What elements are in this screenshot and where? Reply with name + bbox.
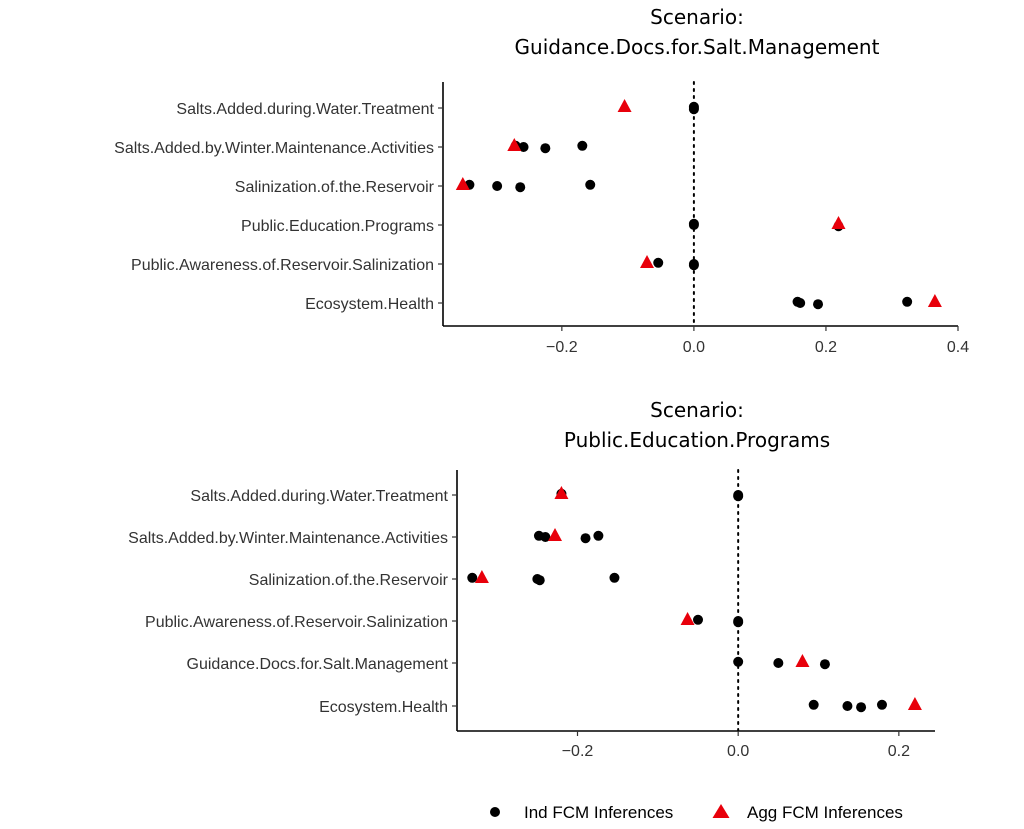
legend-agg-marker [712, 804, 730, 818]
agg-fcm-point [474, 570, 489, 583]
ind-fcm-point [876, 699, 887, 710]
panel-public-education: Scenario: Public.Education.Programs Salts.… [128, 398, 935, 760]
ind-fcm-point [733, 617, 744, 628]
y-tick-label: Public.Awareness.of.Reservoir.Salinizati… [145, 614, 448, 631]
agg-fcm-point [548, 528, 563, 541]
legend-ind-marker [490, 807, 500, 817]
agg-fcm-point [455, 177, 470, 190]
legend-ind-label: Ind FCM Inferences [524, 803, 673, 822]
agg-fcm-point [617, 99, 632, 112]
agg-fcm-point [927, 294, 942, 307]
ind-fcm-point [467, 572, 478, 583]
y-tick-label: Salts.Added.by.Winter.Maintenance.Activi… [128, 530, 448, 547]
x-tick-label: 0.4 [947, 339, 969, 356]
ind-fcm-point [733, 656, 744, 667]
ind-fcm-point [688, 260, 699, 271]
ind-fcm-point [693, 614, 704, 625]
agg-fcm-point [640, 255, 655, 268]
chart-title-line1: Scenario: [650, 5, 744, 29]
x-tick-label: 0.0 [727, 743, 749, 760]
x-tick-label: 0.2 [815, 339, 837, 356]
legend: Ind FCM Inferences Agg FCM Inferences [490, 803, 903, 822]
legend-agg-label: Agg FCM Inferences [747, 803, 903, 822]
ind-fcm-point [580, 533, 591, 544]
chart-title-line2: Guidance.Docs.for.Salt.Management [515, 35, 880, 59]
x-tick-label: −0.2 [546, 339, 578, 356]
ind-fcm-point [856, 702, 867, 713]
agg-fcm-point [795, 654, 810, 667]
ind-fcm-point [653, 257, 664, 268]
agg-fcm-point [507, 138, 522, 151]
ind-fcm-point [813, 299, 824, 310]
y-tick-label: Ecosystem.Health [305, 296, 434, 313]
y-tick-label: Salts.Added.during.Water.Treatment [190, 488, 448, 505]
y-tick-label: Public.Awareness.of.Reservoir.Salinizati… [131, 257, 434, 274]
y-tick-label: Public.Education.Programs [241, 218, 434, 235]
ind-fcm-point [819, 659, 830, 670]
ind-fcm-point [515, 182, 526, 193]
agg-fcm-point [554, 486, 569, 499]
ind-fcm-point [902, 296, 913, 307]
ind-fcm-point [795, 298, 806, 308]
y-tick-label: Guidance.Docs.for.Salt.Management [187, 656, 449, 673]
ind-fcm-point [733, 491, 744, 502]
x-tick-label: 0.0 [683, 339, 705, 356]
ind-fcm-point [534, 575, 545, 586]
ind-fcm-point [593, 530, 604, 541]
ind-fcm-point [688, 104, 699, 115]
ind-fcm-point [688, 220, 699, 230]
ind-fcm-point [585, 179, 596, 190]
ind-fcm-point [773, 658, 784, 668]
agg-fcm-point [907, 697, 922, 710]
agg-fcm-point [831, 216, 846, 229]
ind-fcm-point [540, 532, 551, 542]
ind-fcm-point [842, 701, 853, 711]
y-tick-label: Salinization.of.the.Reservoir [235, 179, 435, 196]
x-tick-label: −0.2 [562, 743, 594, 760]
y-tick-label: Salinization.of.the.Reservoir [249, 572, 449, 589]
chart-title-line1: Scenario: [650, 398, 744, 422]
y-tick-label: Salts.Added.by.Winter.Maintenance.Activi… [114, 140, 434, 157]
x-tick-label: 0.2 [888, 743, 910, 760]
ind-fcm-point [609, 572, 620, 583]
agg-fcm-point [680, 612, 695, 625]
y-tick-label: Ecosystem.Health [319, 699, 448, 716]
chart-title-line2: Public.Education.Programs [564, 428, 830, 452]
ind-fcm-point [492, 181, 503, 191]
y-tick-label: Salts.Added.during.Water.Treatment [176, 101, 434, 118]
ind-fcm-point [540, 143, 551, 154]
ind-fcm-point [518, 142, 529, 152]
panel-guidance-docs: Scenario: Guidance.Docs.for.Salt.Manageme… [114, 5, 969, 356]
ind-fcm-point [577, 140, 588, 151]
ind-fcm-point [808, 699, 819, 710]
